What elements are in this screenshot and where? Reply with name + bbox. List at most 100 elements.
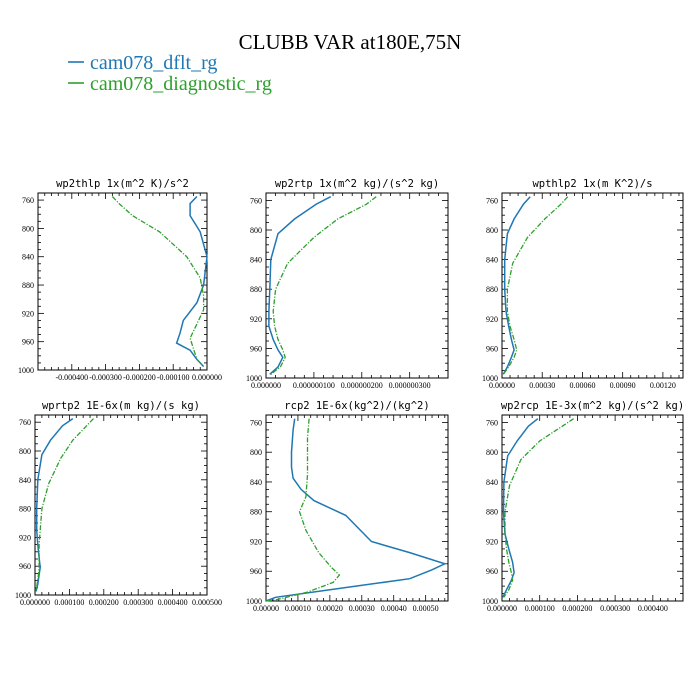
plot-frame bbox=[265, 414, 449, 602]
y-tick-label: 920 bbox=[250, 537, 262, 546]
y-tick-label: 960 bbox=[250, 567, 262, 576]
x-tick-label: 0.00000 bbox=[489, 381, 515, 390]
panel-4: wprtp2 1E-6x(m kg)/(s kg) 760 800 840 880 920… bbox=[15, 400, 222, 607]
y-tick-label: 840 bbox=[250, 478, 262, 487]
y-tick-label: 1000 bbox=[482, 597, 498, 606]
series-line-dflt bbox=[502, 196, 531, 375]
series-line-diagnostic bbox=[265, 418, 341, 602]
y-tick-label: 840 bbox=[250, 256, 262, 265]
x-tick-label: 0.000200 bbox=[89, 598, 119, 607]
y-tick-label: 1000 bbox=[246, 597, 262, 606]
panel-1: wp2thlp 1x(m^2 K)/s^2 760 800 840 880 920 960 1… bbox=[18, 178, 222, 382]
x-tick-label: -0.000400 bbox=[55, 373, 88, 382]
y-tick-label: 1000 bbox=[246, 374, 262, 383]
y-tick-label: 960 bbox=[486, 567, 498, 576]
series-line-dflt bbox=[265, 418, 447, 602]
y-tick-label: 880 bbox=[250, 285, 262, 294]
series-line-dflt bbox=[175, 195, 208, 368]
legend: cam078_dflt_rg cam078_diagnostic_rg bbox=[68, 52, 272, 95]
series-line-dflt bbox=[502, 418, 539, 598]
y-tick-label: 880 bbox=[19, 505, 31, 514]
figure-title: CLUBB VAR at180E,75N bbox=[239, 30, 462, 54]
y-tick-label: 920 bbox=[486, 537, 498, 546]
y-tick-label: 960 bbox=[22, 338, 34, 347]
y-tick-label: 800 bbox=[250, 226, 262, 235]
series-line-diagnostic bbox=[270, 196, 377, 375]
y-tick-label: 840 bbox=[19, 476, 31, 485]
x-tick-label: 0.00020 bbox=[317, 604, 343, 613]
x-tick-label: 0.00030 bbox=[349, 604, 375, 613]
y-tick-label: 960 bbox=[486, 344, 498, 353]
x-tick-label: -0.000200 bbox=[123, 373, 156, 382]
panel-title: wprtp2 1E-6x(m kg)/(s kg) bbox=[42, 400, 200, 412]
x-tick-label: 0.00060 bbox=[569, 381, 595, 390]
y-tick-label: 920 bbox=[250, 315, 262, 324]
y-tick-label: 760 bbox=[250, 196, 262, 205]
y-tick-label: 840 bbox=[486, 478, 498, 487]
panel-5: rcp2 1E-6x(kg^2)/(kg^2) 760 800 840 880 920 96… bbox=[246, 400, 449, 613]
y-tick-label: 880 bbox=[22, 281, 34, 290]
legend-label-dflt: cam078_dflt_rg bbox=[90, 52, 217, 74]
panel-6: wp2rcp 1E-3x(m^2 kg)/(s^2 kg)760 800 840 88… bbox=[482, 400, 684, 613]
x-tick-label: 0.000100 bbox=[54, 598, 84, 607]
x-tick-label: 0.00120 bbox=[650, 381, 676, 390]
x-tick-label: 0.000500 bbox=[192, 598, 222, 607]
y-tick-label: 920 bbox=[19, 533, 31, 542]
y-tick-label: 800 bbox=[19, 447, 31, 456]
y-tick-label: 760 bbox=[250, 418, 262, 427]
x-tick-label: 0.000100 bbox=[525, 604, 555, 613]
x-tick-label: 0.00010 bbox=[285, 604, 311, 613]
x-tick-label: -0.000300 bbox=[89, 373, 122, 382]
x-tick-label: 0.00050 bbox=[413, 604, 439, 613]
panel-title: wp2rcp 1E-3x(m^2 kg)/(s^2 kg) bbox=[501, 400, 684, 412]
y-tick-label: 800 bbox=[486, 448, 498, 457]
y-tick-label: 880 bbox=[486, 508, 498, 517]
y-tick-label: 800 bbox=[486, 226, 498, 235]
y-tick-label: 1000 bbox=[15, 591, 31, 600]
x-tick-label: 0.000000 bbox=[192, 373, 222, 382]
plot-frame bbox=[501, 192, 684, 379]
x-tick-label: 0.000000 bbox=[251, 381, 281, 390]
x-tick-label: 0.000300 bbox=[123, 598, 153, 607]
y-tick-label: 760 bbox=[486, 418, 498, 427]
y-tick-label: 880 bbox=[486, 285, 498, 294]
y-tick-label: 840 bbox=[486, 256, 498, 265]
x-tick-label: 0.00000 bbox=[253, 604, 279, 613]
series-line-dflt bbox=[268, 196, 332, 375]
panel-title: wpthlp2 1x(m K^2)/s bbox=[532, 178, 652, 190]
x-tick-label: 0.000000300 bbox=[389, 381, 431, 390]
plot-frame bbox=[34, 414, 208, 596]
y-tick-label: 880 bbox=[250, 508, 262, 517]
series-line-diagnostic bbox=[503, 418, 574, 598]
x-tick-label: 0.000200 bbox=[562, 604, 592, 613]
y-tick-label: 1000 bbox=[18, 366, 34, 375]
panels: wp2thlp 1x(m^2 K)/s^2 760 800 840 880 920 960 1… bbox=[15, 178, 684, 613]
panel-title: rcp2 1E-6x(kg^2)/(kg^2) bbox=[284, 400, 429, 412]
y-tick-label: 760 bbox=[19, 418, 31, 427]
series-line-diagnostic bbox=[502, 196, 569, 375]
x-tick-label: 0.000400 bbox=[638, 604, 668, 613]
y-tick-label: 1000 bbox=[482, 374, 498, 383]
x-tick-label: 0.00090 bbox=[610, 381, 636, 390]
y-tick-label: 800 bbox=[22, 224, 34, 233]
x-tick-label: 0.000000 bbox=[20, 598, 50, 607]
panel-title: wp2thlp 1x(m^2 K)/s^2 bbox=[56, 178, 189, 190]
x-tick-label: -0.000100 bbox=[157, 373, 190, 382]
y-tick-label: 760 bbox=[486, 196, 498, 205]
x-tick-label: 0.000000200 bbox=[341, 381, 383, 390]
panel-title: wp2rtp 1x(m^2 kg)/(s^2 kg) bbox=[275, 178, 439, 190]
plot-frame bbox=[37, 192, 208, 371]
y-tick-label: 840 bbox=[22, 253, 34, 262]
x-tick-label: 0.000300 bbox=[600, 604, 630, 613]
series-line-diagnostic bbox=[111, 196, 205, 367]
y-tick-label: 760 bbox=[22, 196, 34, 205]
y-tick-label: 800 bbox=[250, 448, 262, 457]
y-tick-label: 920 bbox=[486, 315, 498, 324]
series-line-dflt bbox=[35, 417, 74, 592]
panel-3: wpthlp2 1x(m K^2)/s 760 800 840 880 920 960 100… bbox=[482, 178, 684, 390]
legend-label-diagnostic: cam078_diagnostic_rg bbox=[90, 73, 272, 95]
x-tick-label: 0.000400 bbox=[158, 598, 188, 607]
x-tick-label: 0.000000100 bbox=[293, 381, 335, 390]
x-tick-label: 0.00040 bbox=[381, 604, 407, 613]
x-tick-label: 0.000000 bbox=[487, 604, 517, 613]
